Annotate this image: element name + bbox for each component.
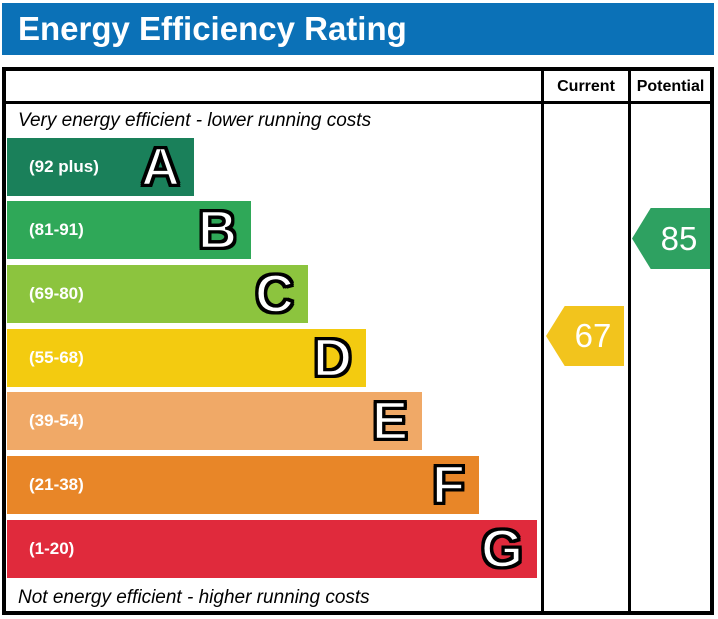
band-range-label: (1-20) (29, 539, 75, 558)
band-row-f: (21-38) F (7, 455, 479, 516)
band-letter: F (431, 455, 467, 516)
band-letter: G (480, 519, 525, 580)
current-arrow: 67 (546, 306, 624, 366)
band-letter: C (254, 264, 296, 325)
band-row-e: (39-54) E (7, 391, 422, 452)
band-range-label: (21-38) (29, 475, 84, 494)
page-title: Energy Efficiency Rating (18, 10, 407, 47)
column-header-potential: Potential (636, 78, 705, 95)
band-letter: E (371, 391, 410, 452)
column-header-current: Current (557, 78, 615, 95)
band-letter: A (140, 137, 182, 198)
band-letter: B (197, 200, 239, 261)
title-bar: Energy Efficiency Rating (2, 3, 714, 55)
potential-arrow: 85 (632, 208, 710, 269)
band-row-g: (1-20) G (7, 519, 537, 580)
band-range-label: (81-91) (29, 220, 84, 239)
band-row-a: (92 plus) A (7, 137, 194, 198)
band-range-label: (39-54) (29, 411, 84, 430)
current-column-divider (541, 71, 544, 611)
band-row-c: (69-80) C (7, 264, 308, 325)
potential-value: 85 (660, 219, 698, 257)
band-row-d: (55-68) D (7, 328, 366, 389)
band-range-label: (92 plus) (29, 157, 99, 176)
header-divider (6, 101, 710, 104)
potential-column-divider (628, 71, 631, 611)
bottom-note: Not energy efficient - higher running co… (18, 587, 370, 608)
current-value: 67 (574, 317, 612, 354)
band-letter: D (312, 328, 354, 389)
band-range-label: (55-68) (29, 348, 84, 367)
top-note: Very energy efficient - lower running co… (18, 110, 372, 131)
band-range-label: (69-80) (29, 284, 84, 303)
rating-table: Current Potential Very energy efficient … (2, 67, 714, 615)
band-row-b: (81-91) B (7, 200, 251, 261)
